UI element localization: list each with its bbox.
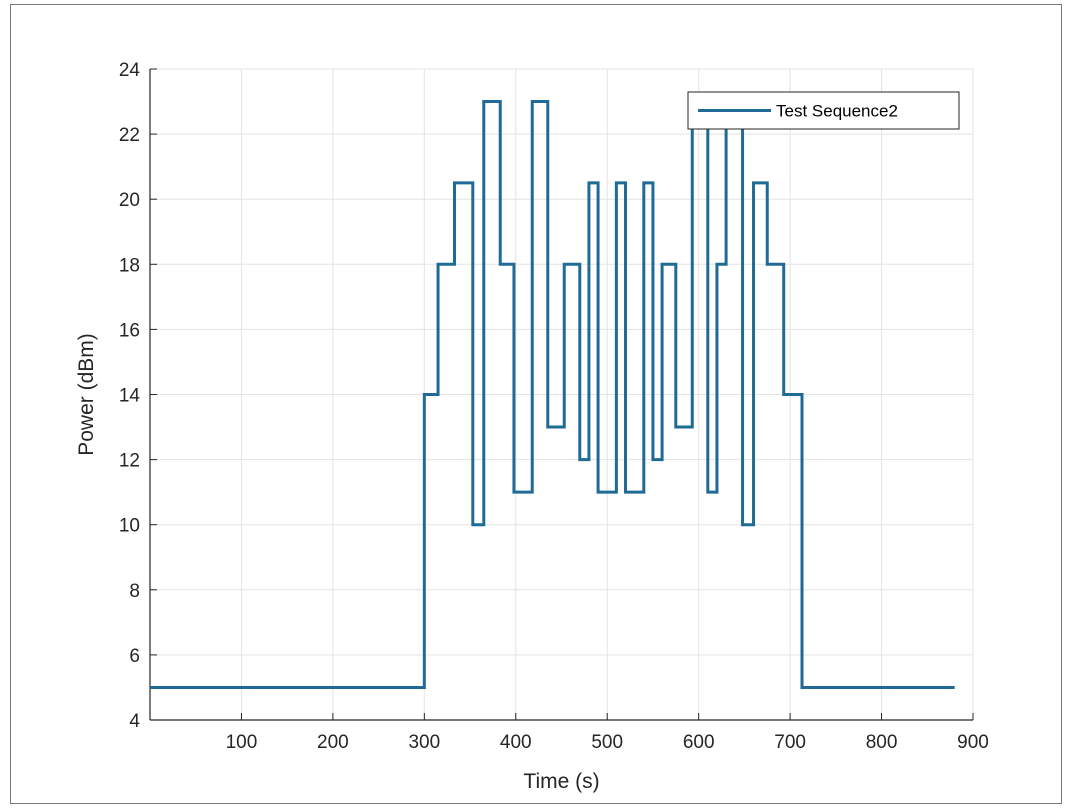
x-tick-label: 700 (774, 732, 806, 753)
x-tick-label: 900 (957, 732, 989, 753)
x-axis-label: Time (s) (523, 770, 599, 793)
series-lines (150, 100, 955, 689)
x-tick-label: 100 (226, 732, 258, 753)
figure-window: 100 200 300 400 500 600 700 800 900 4 6 8 10 12 14 16 18… (10, 4, 1062, 804)
x-tick-label: 200 (317, 732, 349, 753)
y-axis-label: Power (dBm) (75, 333, 98, 456)
y-tick-label: 6 (129, 646, 140, 667)
y-tick-label: 24 (119, 60, 141, 81)
legend-label: Test Sequence2 (776, 102, 898, 121)
y-tick-label: 20 (119, 190, 140, 211)
y-tick-label: 18 (119, 255, 140, 276)
series-line-test-sequence2 (150, 100, 955, 689)
x-tick-label: 600 (683, 732, 715, 753)
x-tick-label: 300 (408, 732, 440, 753)
y-tick-label: 16 (119, 320, 140, 341)
x-tick-label: 400 (500, 732, 532, 753)
axes: 100 200 300 400 500 600 700 800 900 4 6 8 10 12 14 16 18… (119, 60, 989, 753)
y-tick-label: 22 (119, 125, 140, 146)
line-chart: 100 200 300 400 500 600 700 800 900 4 6 8 10 12 14 16 18… (75, 60, 989, 793)
x-tick-label: 500 (591, 732, 623, 753)
y-tick-label: 8 (129, 581, 140, 602)
y-tick-label: 14 (119, 386, 141, 407)
y-tick-label: 4 (129, 711, 140, 732)
legend[interactable]: Test Sequence2 (687, 91, 960, 130)
y-tick-label: 10 (119, 516, 140, 537)
grid-lines (150, 68, 974, 721)
x-tick-label: 800 (866, 732, 898, 753)
y-tick-label: 12 (119, 451, 140, 472)
